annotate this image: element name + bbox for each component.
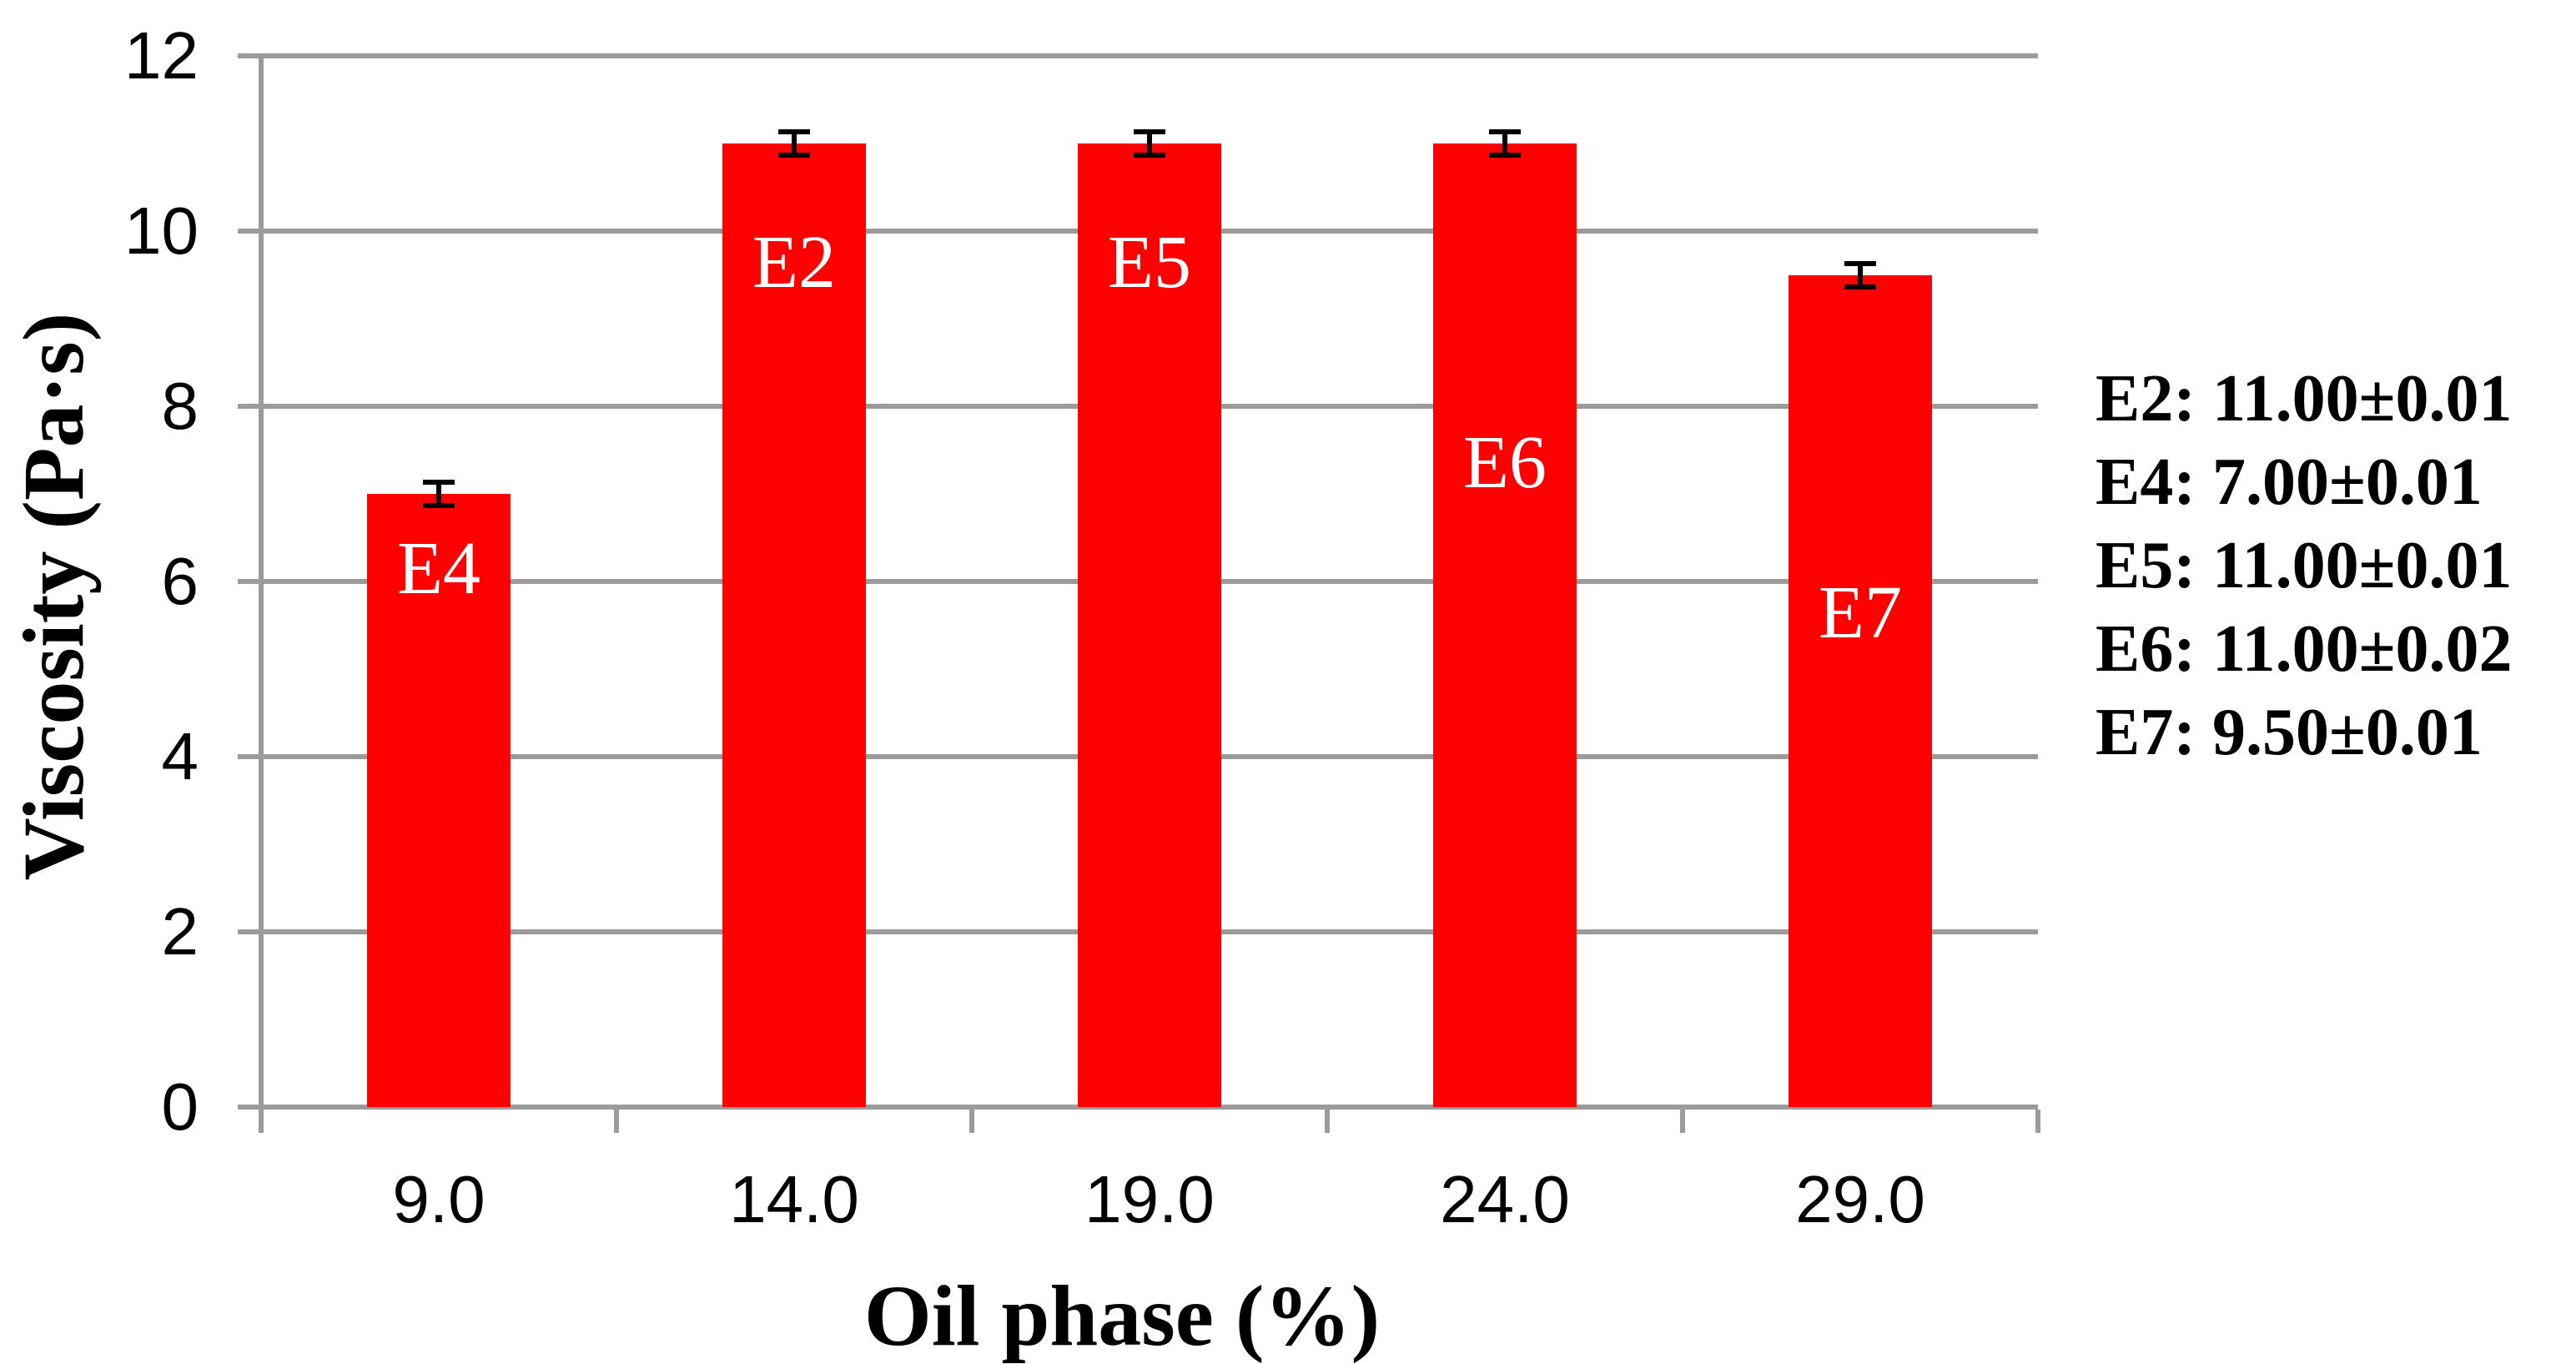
error-bar-cap-top — [778, 129, 810, 134]
annotation-list: E2: 11.00±0.01 E4: 7.00±0.01 E5: 11.00±0.0… — [2096, 357, 2513, 774]
bar-label: E6 — [1463, 421, 1547, 505]
error-bar-cap-bottom — [1844, 284, 1876, 289]
x-tick-label: 19.0 — [1084, 1162, 1215, 1236]
error-bar-cap-bottom — [1489, 153, 1521, 158]
y-axis-tick — [238, 229, 261, 234]
error-bar-cap-top — [423, 480, 455, 485]
y-tick-label: 0 — [161, 1070, 199, 1144]
x-axis-title: Oil phase (%) — [863, 1268, 1381, 1364]
bar — [1789, 274, 1932, 1107]
y-tick-label: 6 — [161, 544, 199, 618]
bar — [1078, 143, 1221, 1107]
bar-label: E5 — [1108, 220, 1191, 304]
error-bar-cap-top — [1844, 260, 1876, 266]
y-axis-line — [259, 53, 264, 1133]
bar — [367, 494, 511, 1107]
bar-label: E7 — [1819, 571, 1902, 654]
x-tick-label: 9.0 — [392, 1162, 486, 1236]
error-bar-cap-bottom — [1134, 153, 1165, 158]
y-axis-tick — [238, 53, 261, 58]
y-tick-label: 8 — [161, 369, 199, 443]
error-bar — [436, 482, 441, 506]
x-tick-label: 29.0 — [1795, 1162, 1925, 1236]
error-bar-cap-bottom — [423, 503, 455, 508]
bar — [722, 143, 866, 1107]
error-bar — [1147, 132, 1152, 155]
x-axis-line — [238, 1105, 2038, 1110]
y-axis-tick — [238, 929, 261, 934]
y-tick-label: 12 — [124, 18, 199, 93]
bar-label: E2 — [752, 220, 836, 304]
x-axis-tick — [614, 1110, 619, 1133]
gridline — [261, 53, 2038, 58]
x-tick-label: 14.0 — [729, 1162, 859, 1236]
error-bar-cap-top — [1489, 129, 1521, 134]
error-bar — [792, 132, 797, 155]
y-axis-tick — [238, 754, 261, 759]
y-tick-label: 10 — [124, 194, 199, 268]
y-tick-label: 4 — [161, 719, 199, 793]
error-bar — [1858, 263, 1863, 287]
x-axis-tick — [1680, 1110, 1685, 1133]
error-bar-cap-top — [1134, 129, 1165, 134]
error-bar — [1502, 132, 1507, 155]
bar — [1433, 143, 1577, 1107]
legend-annotation-line: E7: 9.50±0.01 — [2096, 696, 2483, 769]
legend-annotation-line: E2: 11.00±0.01 — [2096, 362, 2513, 435]
legend-annotation-line: E5: 11.00±0.01 — [2096, 529, 2513, 602]
x-tick-label: 24.0 — [1440, 1162, 1570, 1236]
y-axis-title: Viscosity (Pa·s) — [6, 312, 102, 881]
y-axis-tick — [238, 404, 261, 409]
y-axis-tick — [238, 579, 261, 584]
bar-label: E4 — [397, 527, 480, 611]
x-axis-tick — [2035, 1110, 2040, 1133]
y-tick-label: 2 — [161, 894, 199, 969]
legend-annotation-line: E6: 11.00±0.02 — [2096, 612, 2513, 686]
error-bar-cap-bottom — [778, 153, 810, 158]
x-axis-tick — [1325, 1110, 1330, 1133]
x-axis-tick — [969, 1110, 974, 1133]
legend-annotation-line: E4: 7.00±0.01 — [2096, 445, 2483, 519]
